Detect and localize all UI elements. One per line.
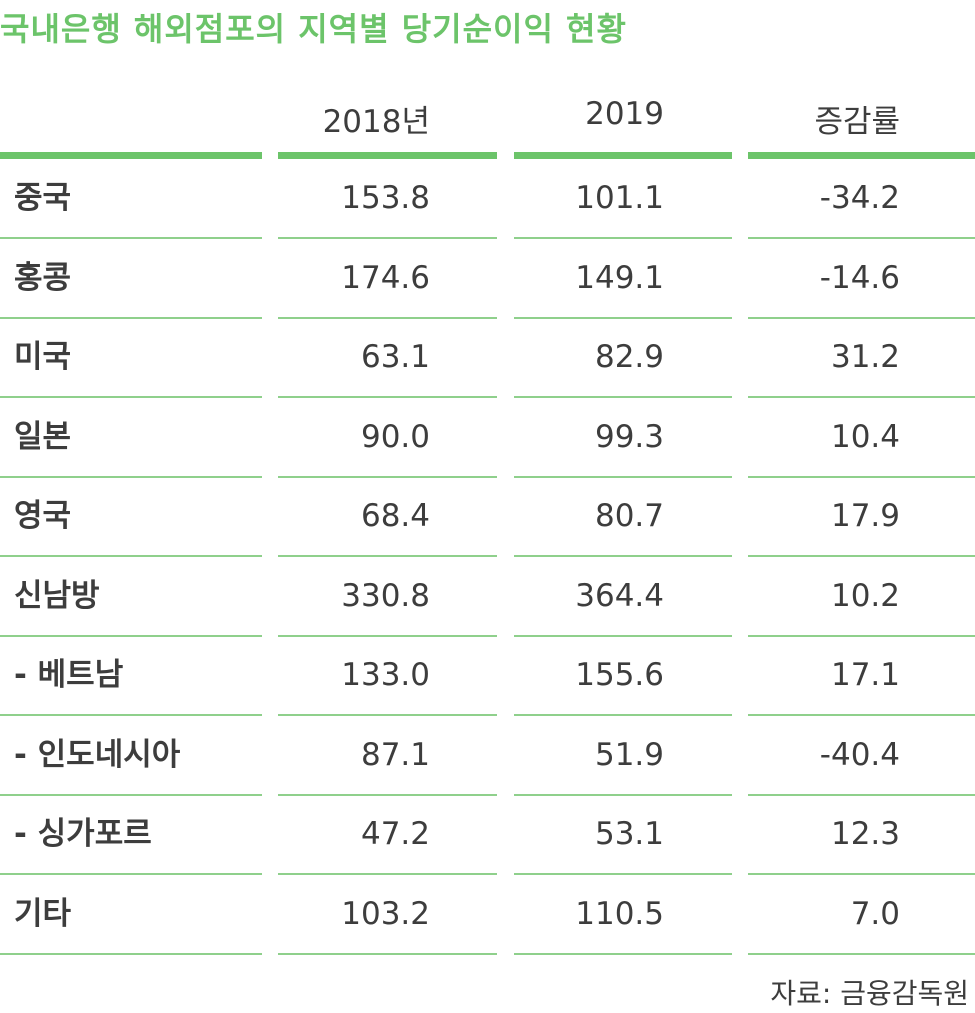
row-divider (748, 873, 975, 875)
row-divider (748, 714, 975, 716)
table-cell: 103.2 (341, 895, 430, 932)
row-divider (748, 793, 975, 796)
table-cell: 10.4 (830, 418, 900, 455)
header-rule (278, 152, 497, 159)
row-divider (0, 555, 262, 557)
table-cell: 174.6 (341, 259, 430, 296)
table-cell: 68.4 (360, 498, 430, 534)
row-divider (514, 873, 732, 875)
table-cell: 17.1 (830, 657, 900, 693)
table-row: - 싱가포르 47.2 53.1 12.3 (0, 795, 975, 875)
row-divider (278, 714, 497, 716)
table-cell: 364.4 (575, 577, 664, 614)
table-cell: -34.2 (819, 180, 900, 216)
table-cell: 101.1 (575, 180, 664, 216)
column-header-2019: 2019 (585, 96, 664, 132)
row-divider (514, 555, 732, 557)
row-divider (0, 873, 262, 875)
table-row: 홍콩 174.6 149.1 -14.6 (0, 239, 975, 319)
table-row: 중국 153.8 101.1 -34.2 (0, 159, 975, 239)
row-divider (514, 316, 732, 319)
row-divider (278, 555, 497, 557)
table-cell: 53.1 (594, 816, 664, 852)
table-row: 신남방 330.8 364.4 10.2 (0, 557, 975, 637)
row-divider (748, 634, 975, 637)
row-label: 신남방 (14, 577, 100, 614)
table-cell: 82.9 (594, 339, 664, 375)
row-divider (514, 714, 732, 716)
row-divider (514, 793, 732, 796)
table-row: - 인도네시아 87.1 51.9 -40.4 (0, 716, 975, 796)
table-cell: 110.5 (575, 895, 664, 932)
table-cell: 155.6 (575, 657, 664, 693)
row-divider (0, 714, 262, 716)
table-row: 기타 103.2 110.5 7.0 (0, 875, 975, 955)
row-label: 홍콩 (14, 259, 72, 296)
row-divider (514, 237, 732, 239)
row-label: 중국 (14, 180, 72, 216)
row-label: 일본 (14, 418, 72, 455)
table-cell: 51.9 (594, 736, 664, 773)
table-row: 영국 68.4 80.7 17.9 (0, 477, 975, 557)
row-divider (278, 316, 497, 319)
row-divider (514, 475, 732, 478)
column-header-2018: 2018년 (322, 104, 430, 140)
row-divider (514, 396, 732, 398)
row-label: - 싱가포르 (14, 816, 152, 852)
row-divider (0, 396, 262, 398)
table-title: 국내은행 해외점포의 지역별 당기순이익 현황 (0, 10, 627, 48)
row-label: 영국 (14, 498, 72, 534)
row-divider (278, 793, 497, 796)
row-divider (278, 634, 497, 637)
table-cell: 12.3 (830, 816, 900, 852)
table-cell: 87.1 (360, 736, 430, 773)
row-divider (514, 952, 732, 955)
row-divider (748, 316, 975, 319)
table-cell: 47.2 (360, 816, 430, 852)
row-label: - 인도네시아 (14, 736, 181, 773)
table-cell: 63.1 (360, 339, 430, 375)
row-divider (748, 475, 975, 478)
row-divider (748, 952, 975, 955)
table-cell: 31.2 (830, 339, 900, 375)
row-divider (0, 634, 262, 637)
row-divider (0, 952, 262, 955)
table-cell: 133.0 (341, 657, 430, 693)
table-cell: 149.1 (575, 259, 664, 296)
row-label: 미국 (14, 339, 72, 375)
header-rule (514, 152, 732, 159)
header-rule (748, 152, 975, 159)
table-row: 일본 90.0 99.3 10.4 (0, 398, 975, 478)
table-cell: 153.8 (341, 180, 430, 216)
row-divider (278, 237, 497, 239)
row-label: - 베트남 (14, 657, 124, 693)
table-cell: 17.9 (830, 498, 900, 534)
header-rule (0, 152, 262, 159)
row-divider (0, 475, 262, 478)
table-row: - 베트남 133.0 155.6 17.1 (0, 636, 975, 716)
row-divider (278, 952, 497, 955)
table-cell: 90.0 (360, 418, 430, 455)
row-divider (748, 396, 975, 398)
table-cell: 7.0 (850, 895, 900, 932)
row-divider (0, 316, 262, 319)
row-divider (748, 237, 975, 239)
table-cell: 10.2 (830, 577, 900, 614)
row-divider (278, 873, 497, 875)
table-cell: 99.3 (594, 418, 664, 455)
row-divider (514, 634, 732, 637)
row-divider (0, 237, 262, 239)
row-divider (0, 793, 262, 796)
table-cell: -14.6 (819, 259, 900, 296)
row-divider (278, 475, 497, 478)
table-cell: 330.8 (341, 577, 430, 614)
row-label: 기타 (14, 895, 72, 932)
row-divider (748, 555, 975, 557)
table-row: 미국 63.1 82.9 31.2 (0, 318, 975, 398)
source-note: 자료: 금융감독원 (770, 977, 969, 1010)
table-cell: -40.4 (819, 736, 900, 773)
table-cell: 80.7 (594, 498, 664, 534)
row-divider (278, 396, 497, 398)
column-header-change-rate: 증감률 (814, 104, 900, 140)
